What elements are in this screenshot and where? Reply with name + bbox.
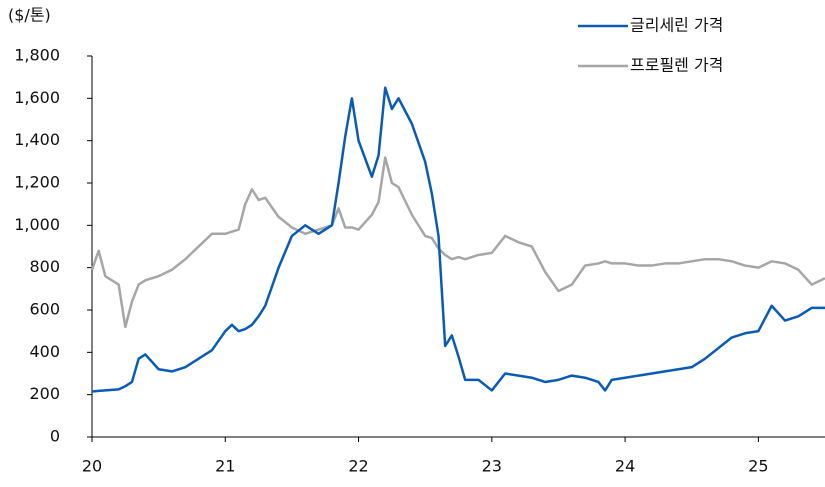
x-tick-label: 23 — [482, 457, 502, 476]
y-tick-label: 1,800 — [14, 46, 60, 65]
legend-label: 글리세린 가격 — [630, 16, 723, 35]
y-tick-label: 0 — [50, 427, 60, 446]
x-tick-label: 25 — [748, 457, 768, 476]
x-tick-label: 20 — [82, 457, 102, 476]
series-line — [91, 86, 825, 393]
y-tick-label: 1,000 — [14, 215, 60, 234]
y-axis-unit: ($/톤) — [8, 6, 51, 25]
x-tick-label: 24 — [615, 457, 635, 476]
x-tick-label: 21 — [215, 457, 235, 476]
y-tick-label: 1,600 — [14, 88, 60, 107]
series-line — [90, 156, 825, 329]
y-tick-label: 1,200 — [14, 173, 60, 192]
y-tick-label: 200 — [29, 384, 60, 403]
y-tick-label: 800 — [29, 257, 60, 276]
x-tick-label: 22 — [348, 457, 368, 476]
y-tick-label: 600 — [29, 300, 60, 319]
y-tick-label: 400 — [29, 342, 60, 361]
legend-label: 프로필렌 가격 — [630, 56, 723, 75]
y-tick-label: 1,400 — [14, 130, 60, 149]
